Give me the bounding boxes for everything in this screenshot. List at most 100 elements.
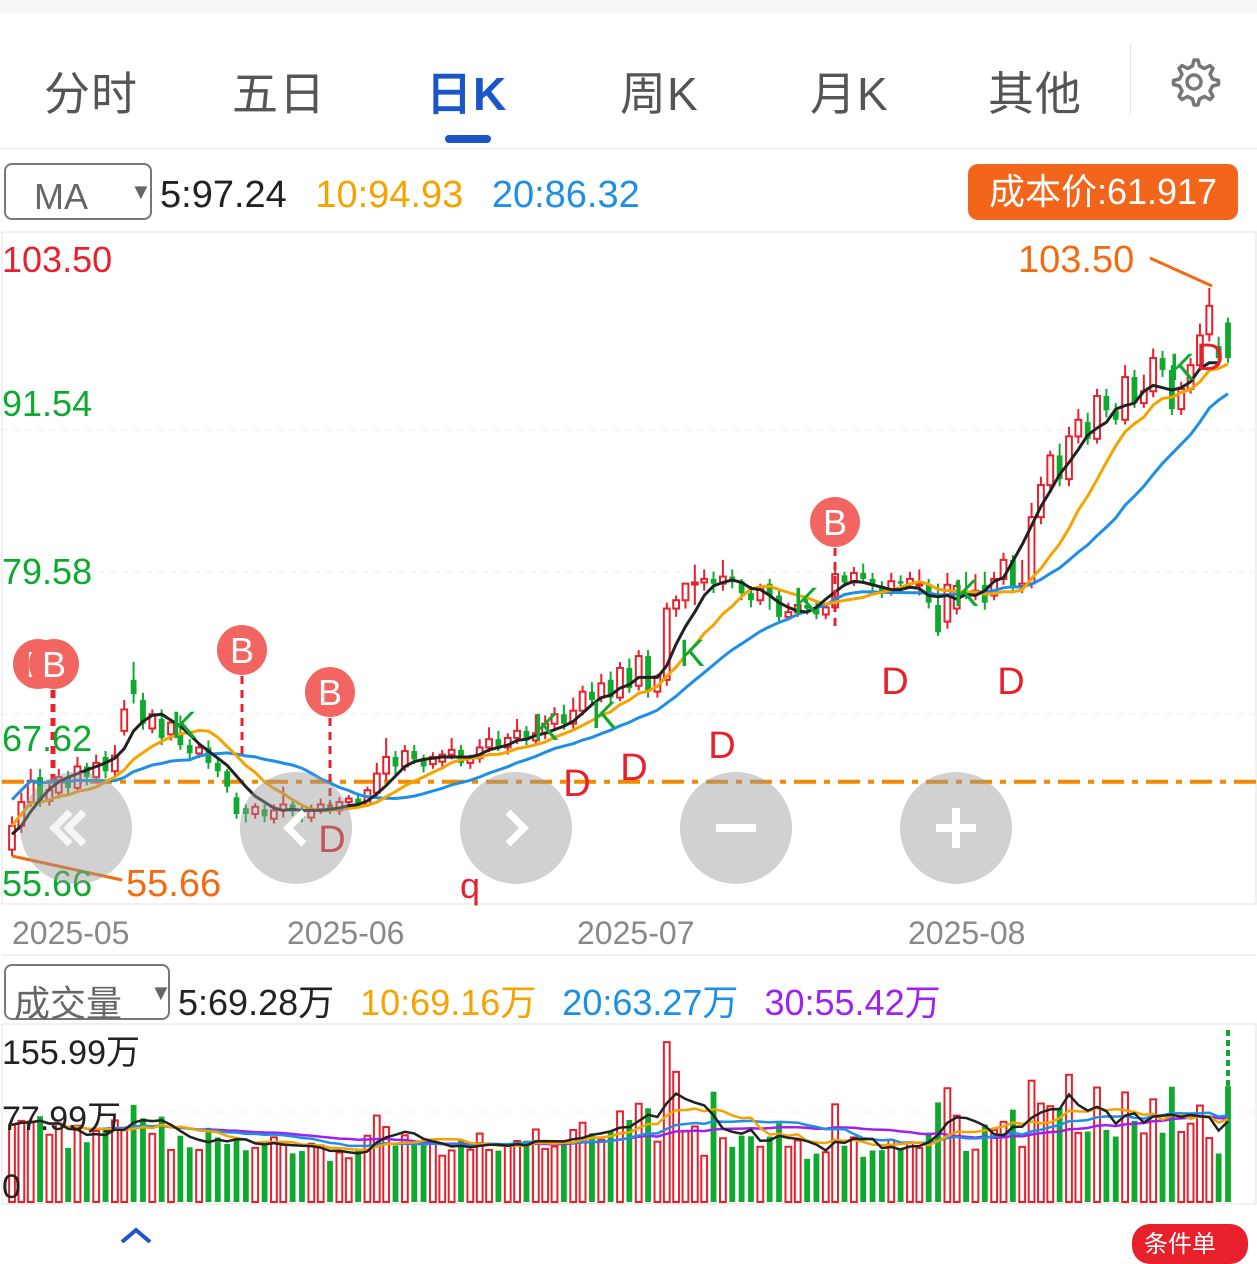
tab-daily-k[interactable]: 日K	[426, 68, 508, 120]
candle	[550, 707, 559, 730]
min-price-annotation: 55.66	[126, 863, 221, 905]
scroll-left-fast-button[interactable]	[20, 772, 132, 884]
candle-body	[495, 739, 502, 748]
zoom-out-button[interactable]	[680, 772, 792, 884]
chevron-right-icon	[505, 809, 529, 847]
volume-bar	[327, 1160, 333, 1202]
candle-body	[372, 772, 381, 794]
volume-bar	[316, 1144, 325, 1204]
zoom-in-button[interactable]	[900, 772, 1012, 884]
candle	[710, 571, 717, 594]
candle	[233, 792, 240, 819]
volume-bar	[681, 1129, 690, 1204]
ma5-value: 5:97.24	[160, 174, 287, 216]
volume-bar	[569, 1129, 578, 1203]
date-tick: 2025-08	[908, 915, 1025, 951]
chevron-up-icon[interactable]	[120, 1226, 152, 1243]
buy-marker-label: B	[42, 644, 66, 685]
tab-other[interactable]: 其他	[988, 68, 1082, 120]
candle-body	[578, 690, 587, 712]
candle-body	[140, 699, 146, 724]
volume-bar	[906, 1141, 914, 1203]
candle-body	[195, 746, 203, 755]
conditional-order-badge[interactable]: 条件单	[1132, 1224, 1248, 1264]
date-tick: 2025-05	[12, 915, 129, 951]
volume-bar	[261, 1142, 268, 1202]
candle-body	[120, 708, 129, 732]
volume-bar	[915, 1146, 924, 1204]
volume-bar	[233, 1137, 240, 1202]
candle	[813, 600, 820, 620]
volume-bar	[718, 1137, 727, 1204]
candle-body	[616, 666, 624, 699]
candle	[607, 671, 614, 704]
candle	[1103, 388, 1110, 418]
tab-weekly-k[interactable]: 周K	[620, 68, 699, 120]
tab-intraday[interactable]: 分时	[44, 68, 138, 120]
volume-bar	[1177, 1130, 1186, 1203]
volume-bar	[1103, 1129, 1110, 1202]
ma-values: 5:97.24 10:94.93 20:86.32	[160, 174, 658, 217]
candle-body	[915, 582, 924, 587]
volume-bar	[466, 1148, 475, 1203]
candle	[523, 726, 530, 746]
plus-icon	[936, 808, 976, 848]
chevron-down-icon: ▼	[150, 980, 172, 1005]
price-tick: 79.58	[2, 551, 92, 592]
candle-body	[1084, 422, 1091, 439]
candle-body	[634, 655, 643, 687]
tab-five-day[interactable]: 五日	[232, 68, 326, 120]
ma-indicator-select[interactable]: MA ▼	[4, 163, 152, 220]
candle-body	[37, 777, 43, 801]
volume-bar	[860, 1156, 867, 1202]
volume-bar	[952, 1114, 961, 1203]
min-price-leader	[11, 854, 123, 882]
buy-marker-label: B	[230, 630, 254, 671]
tab-monthly-k[interactable]: 月K	[810, 68, 889, 120]
candle-body	[935, 605, 941, 633]
tab-divider	[1130, 44, 1131, 114]
candle-body	[841, 575, 848, 583]
candle	[935, 583, 941, 636]
volume-bar	[130, 1104, 137, 1202]
scroll-left-button[interactable]	[240, 772, 352, 884]
candle-body	[130, 679, 137, 695]
volume-bar	[513, 1140, 522, 1203]
volume-bar	[335, 1151, 344, 1203]
buy-marker: B	[810, 497, 860, 630]
volume-bar	[102, 1128, 109, 1202]
candle-body	[681, 582, 690, 602]
candle	[224, 768, 231, 793]
sell-marker: D	[997, 661, 1024, 703]
sell-marker: D	[881, 661, 908, 703]
candle-body	[738, 581, 745, 594]
candle-body	[177, 733, 184, 746]
candle	[1112, 403, 1119, 425]
volume-bar	[776, 1123, 782, 1202]
candle	[1046, 450, 1055, 494]
volume-bar	[841, 1145, 848, 1202]
volume-bar	[1131, 1120, 1138, 1202]
cost-price-badge[interactable]: 成本价:61.917	[968, 164, 1238, 220]
volume-bar	[700, 1154, 709, 1204]
volume-bar	[65, 1147, 72, 1202]
buy-marker-badge	[29, 639, 79, 689]
date-tick: 2025-06	[287, 915, 404, 951]
volume-bar	[158, 1116, 165, 1202]
gear-icon[interactable]	[1166, 54, 1222, 110]
candle	[420, 754, 427, 773]
volume-indicator-select[interactable]: 成交量 ▼	[4, 964, 172, 1024]
volume-bar	[110, 1119, 119, 1204]
sell-marker: D	[563, 763, 590, 805]
chevron-down-icon: ▼	[130, 179, 152, 204]
candle	[943, 572, 952, 629]
volume-bar	[1186, 1122, 1195, 1203]
volume-bar	[37, 1116, 43, 1202]
candle-body	[589, 691, 595, 700]
volume-bar	[1205, 1137, 1214, 1203]
volume-bar	[1112, 1136, 1119, 1202]
candle-body	[766, 583, 773, 596]
k-marker: K	[793, 581, 818, 623]
scroll-right-button[interactable]	[460, 772, 572, 884]
